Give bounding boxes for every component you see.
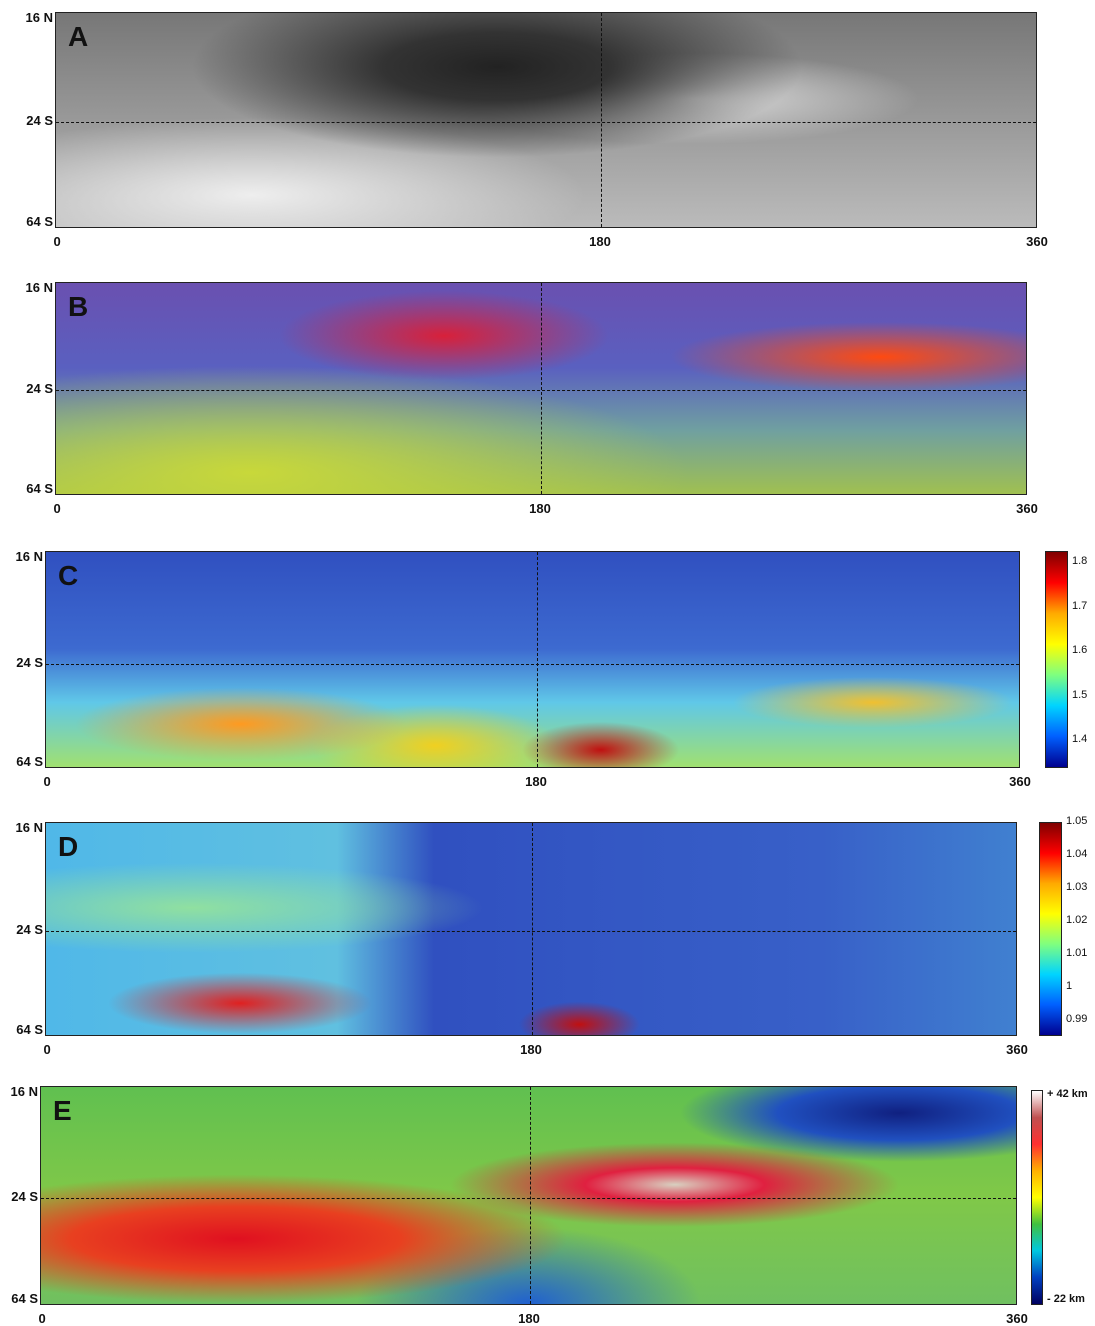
colorbar-tick-label: 1.7 (1072, 600, 1087, 612)
y-tick-label: 64 S (16, 1022, 43, 1037)
x-tick-label: 0 (44, 774, 51, 789)
x-tick-label: 180 (525, 774, 547, 789)
y-tick-label: 16 N (16, 820, 43, 835)
colorbar-tick-label: 1.01 (1066, 947, 1087, 959)
longitude-line (530, 1087, 531, 1304)
x-tick-label: 360 (1009, 774, 1031, 789)
y-tick-label: 16 N (26, 280, 53, 295)
longitude-line (541, 283, 542, 494)
colorbar-tick-label: + 42 km (1047, 1088, 1088, 1100)
x-tick-label: 0 (54, 234, 61, 249)
y-tick-label: 24 S (11, 1189, 38, 1204)
map-image: E (40, 1086, 1017, 1305)
map-image: D (45, 822, 1017, 1036)
latitude-line (56, 122, 1036, 123)
colorbar-tick-label: 1 (1066, 980, 1072, 992)
x-tick-label: 360 (1016, 501, 1038, 516)
latitude-line (46, 931, 1016, 932)
y-tick-label: 24 S (16, 655, 43, 670)
y-tick-label: 16 N (11, 1084, 38, 1099)
x-tick-label: 0 (44, 1042, 51, 1057)
map-image: B (55, 282, 1027, 495)
colorbar-tick-label: 1.5 (1072, 689, 1087, 701)
colorbar-tick-label: 1.02 (1066, 914, 1087, 926)
latitude-line (41, 1198, 1016, 1199)
longitude-line (532, 823, 533, 1035)
x-tick-label: 180 (518, 1311, 540, 1326)
y-tick-label: 64 S (26, 214, 53, 229)
colorbar-tick-label: 0.99 (1066, 1013, 1087, 1025)
colorbar-tick-label: 1.05 (1066, 815, 1087, 827)
panel-letter: C (58, 560, 78, 592)
panel-letter: D (58, 831, 78, 863)
x-tick-label: 180 (529, 501, 551, 516)
colorbar-tick-label: 1.8 (1072, 555, 1087, 567)
x-tick-label: 0 (39, 1311, 46, 1326)
y-tick-label: 64 S (16, 754, 43, 769)
x-tick-label: 0 (54, 501, 61, 516)
colorbar-tick-label: 1.6 (1072, 644, 1087, 656)
colorbar (1031, 1090, 1043, 1305)
panel-letter: E (53, 1095, 72, 1127)
longitude-line (601, 13, 602, 227)
x-tick-label: 360 (1006, 1311, 1028, 1326)
y-tick-label: 64 S (11, 1291, 38, 1306)
colorbar-tick-label: 1.03 (1066, 881, 1087, 893)
x-tick-label: 360 (1006, 1042, 1028, 1057)
y-tick-label: 24 S (26, 113, 53, 128)
panel-letter: B (68, 291, 88, 323)
colorbar (1039, 822, 1062, 1036)
panel-letter: A (68, 21, 88, 53)
y-tick-label: 16 N (26, 10, 53, 25)
y-tick-label: 24 S (16, 922, 43, 937)
map-image: A (55, 12, 1037, 228)
x-tick-label: 180 (589, 234, 611, 249)
colorbar (1045, 551, 1068, 768)
colorbar-tick-label: - 22 km (1047, 1293, 1085, 1305)
colorbar-tick-label: 1.4 (1072, 733, 1087, 745)
y-tick-label: 16 N (16, 549, 43, 564)
x-tick-label: 180 (520, 1042, 542, 1057)
colorbar-tick-label: 1.04 (1066, 848, 1087, 860)
x-tick-label: 360 (1026, 234, 1048, 249)
y-tick-label: 24 S (26, 381, 53, 396)
figure: {"panels":[ {"label":"A","y_labels":["16… (0, 0, 1095, 1321)
y-tick-label: 64 S (26, 481, 53, 496)
longitude-line (537, 552, 538, 767)
map-image: C (45, 551, 1020, 768)
latitude-line (46, 664, 1019, 665)
